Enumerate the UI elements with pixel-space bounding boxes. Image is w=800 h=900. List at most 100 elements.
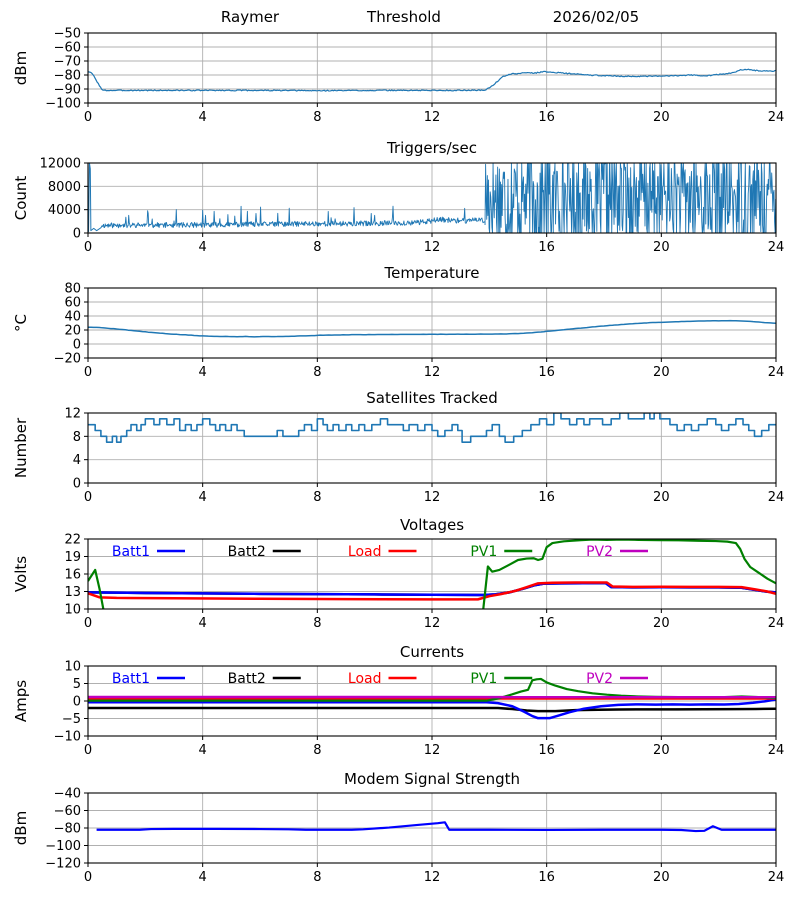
svg-text:0: 0: [84, 240, 92, 255]
svg-text:10: 10: [64, 603, 81, 618]
svg-text:8: 8: [313, 365, 321, 380]
triggers-ticks: 0 4 8 12 16 20 24 0 4000 8000 12000: [40, 157, 785, 256]
svg-text:8: 8: [73, 430, 81, 445]
svg-text:8: 8: [313, 870, 321, 885]
chart-modem: 0 4 8 12 16 20 24 −120 −100 −80 −60 −40 dBm: [0, 787, 800, 895]
svg-text:10: 10: [64, 660, 81, 675]
svg-text:16: 16: [64, 568, 81, 583]
modem-ylabel: dBm: [12, 811, 30, 845]
svg-text:8000: 8000: [48, 180, 81, 195]
svg-text:20: 20: [653, 490, 670, 505]
svg-text:−10: −10: [54, 730, 81, 745]
header-plot-title: Threshold: [367, 8, 441, 26]
svg-text:4: 4: [199, 743, 207, 758]
svg-text:−60: −60: [54, 41, 81, 56]
chart-title-currents: Currents: [399, 643, 465, 661]
svg-text:4000: 4000: [48, 203, 81, 218]
threshold-series: [88, 68, 776, 92]
svg-text:22: 22: [64, 533, 81, 548]
svg-text:12: 12: [424, 110, 441, 125]
svg-text:4: 4: [199, 110, 207, 125]
svg-text:−100: −100: [45, 97, 81, 112]
svg-text:−40: −40: [54, 787, 81, 802]
svg-text:0: 0: [84, 365, 92, 380]
modem-plot-svg: 0 4 8 12 16 20 24 −120 −100 −80 −60 −40 dBm: [12, 787, 784, 886]
series-satellites: [88, 413, 776, 443]
svg-text:24: 24: [768, 490, 785, 505]
chart-title-triggers: Triggers/sec: [387, 139, 477, 157]
svg-text:8: 8: [313, 616, 321, 631]
svg-text:20: 20: [653, 616, 670, 631]
satellites-series: [88, 413, 776, 443]
svg-text:24: 24: [768, 365, 785, 380]
svg-text:20: 20: [653, 240, 670, 255]
currents-legend: Batt1 Batt2 Load PV1 PV2: [112, 671, 648, 687]
threshold-grid: [87, 32, 777, 104]
svg-text:24: 24: [768, 743, 785, 758]
svg-text:80: 80: [64, 282, 81, 297]
chart-title-modem: Modem Signal Strength: [344, 770, 520, 788]
series-modem-rssi: [96, 821, 776, 833]
svg-text:−5: −5: [62, 712, 81, 727]
chart-title-satellites: Satellites Tracked: [366, 389, 498, 407]
triggers-ylabel: Count: [12, 176, 30, 221]
svg-text:−20: −20: [54, 352, 81, 367]
series-startup-spike: [88, 163, 103, 232]
svg-text:13: 13: [64, 585, 81, 600]
svg-text:0: 0: [73, 338, 81, 353]
svg-text:4: 4: [199, 616, 207, 631]
series-PV1: [88, 539, 776, 609]
chart-temperature: 0 4 8 12 16 20 24 −20 0 20 40 60 80 °C: [0, 282, 800, 390]
svg-text:20: 20: [64, 324, 81, 339]
temperature-series: [88, 319, 776, 338]
svg-text:−60: −60: [54, 804, 81, 819]
svg-text:16: 16: [538, 110, 555, 125]
svg-text:24: 24: [768, 870, 785, 885]
svg-text:8: 8: [313, 240, 321, 255]
voltages-plot-svg: 0 4 8 12 16 20 24 10 13 16 19 22 Volts Batt1 Batt2 Load…: [12, 533, 784, 632]
series-baseline: [102, 205, 486, 229]
svg-text:0: 0: [84, 870, 92, 885]
svg-text:16: 16: [538, 490, 555, 505]
header-station: Raymer: [220, 8, 280, 26]
svg-text:60: 60: [64, 296, 81, 311]
svg-text:16: 16: [538, 365, 555, 380]
svg-text:0: 0: [73, 477, 81, 492]
voltages-series: [88, 539, 776, 609]
triggers-plot-svg: 0 4 8 12 16 20 24 0 4000 8000 12000 Count: [12, 157, 784, 256]
svg-text:4: 4: [199, 870, 207, 885]
chart-currents: 0 4 8 12 16 20 24 −10 −5 0 5 10 Amps Batt1 Batt2 Load PV…: [0, 660, 800, 768]
satellites-plot-svg: 0 4 8 12 16 20 24 0 4 8 12 Number: [12, 407, 785, 506]
currents-plot-svg: 0 4 8 12 16 20 24 −10 −5 0 5 10 Amps Batt1 Batt2 Load PV…: [12, 660, 785, 759]
svg-text:12000: 12000: [40, 157, 81, 172]
svg-text:12: 12: [424, 365, 441, 380]
svg-text:8: 8: [313, 490, 321, 505]
modem-ticks: 0 4 8 12 16 20 24 −120 −100 −80 −60 −40: [45, 787, 784, 886]
chart-threshold: 0 4 8 12 16 20 24 −100 −90 −80 −70 −60 −50 dBm: [0, 27, 800, 135]
satellites-ylabel: Number: [12, 417, 30, 478]
svg-text:24: 24: [768, 240, 785, 255]
svg-text:24: 24: [768, 616, 785, 631]
svg-text:4: 4: [199, 240, 207, 255]
svg-text:4: 4: [199, 365, 207, 380]
svg-text:20: 20: [653, 365, 670, 380]
legend-label-PV1: PV1: [470, 544, 497, 560]
svg-text:0: 0: [84, 616, 92, 631]
svg-text:12: 12: [424, 490, 441, 505]
svg-text:8: 8: [313, 110, 321, 125]
chart-triggers: 0 4 8 12 16 20 24 0 4000 8000 12000 Count: [0, 157, 800, 265]
voltages-ticks: 0 4 8 12 16 20 24 10 13 16 19 22: [64, 533, 784, 632]
svg-text:16: 16: [538, 240, 555, 255]
svg-text:0: 0: [84, 743, 92, 758]
svg-text:0: 0: [84, 490, 92, 505]
svg-text:4: 4: [73, 453, 81, 468]
legend-label-PV2: PV2: [586, 544, 613, 560]
svg-text:−70: −70: [54, 55, 81, 70]
satellites-grid: [87, 412, 777, 484]
series-temperature: [88, 319, 776, 338]
header-date: 2026/02/05: [552, 8, 640, 26]
temperature-ylabel: °C: [12, 314, 30, 332]
svg-text:24: 24: [768, 110, 785, 125]
